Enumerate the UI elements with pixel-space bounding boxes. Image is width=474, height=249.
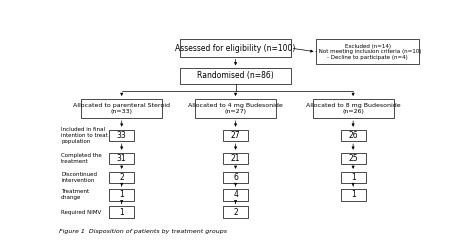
FancyBboxPatch shape — [316, 40, 419, 64]
Text: Randomised (n=86): Randomised (n=86) — [197, 71, 274, 80]
Text: Excluded (n=14)
- Not meeting inclusion criteria (n=10)
- Decline to participate: Excluded (n=14) - Not meeting inclusion … — [315, 44, 421, 60]
FancyBboxPatch shape — [109, 153, 134, 164]
Text: Completed the
treatment: Completed the treatment — [61, 153, 102, 164]
Text: Treatment
change: Treatment change — [61, 189, 89, 200]
Text: 2: 2 — [233, 207, 238, 217]
FancyBboxPatch shape — [341, 153, 365, 164]
Text: 1: 1 — [119, 190, 124, 199]
FancyBboxPatch shape — [181, 40, 291, 57]
Text: Allocated to parenteral Steroid
(n=33): Allocated to parenteral Steroid (n=33) — [73, 103, 170, 114]
FancyBboxPatch shape — [82, 99, 162, 118]
Text: Figure 1  Disposition of patients by treatment groups: Figure 1 Disposition of patients by trea… — [59, 229, 227, 234]
Text: 27: 27 — [231, 131, 240, 140]
Text: 1: 1 — [351, 190, 356, 199]
Text: 33: 33 — [117, 131, 127, 140]
FancyBboxPatch shape — [223, 172, 248, 183]
Text: 1: 1 — [119, 207, 124, 217]
FancyBboxPatch shape — [341, 189, 365, 200]
Text: Allocated to 8 mg Budesonide
(n=26): Allocated to 8 mg Budesonide (n=26) — [306, 103, 401, 114]
Text: 26: 26 — [348, 131, 358, 140]
Text: Allocated to 4 mg Budesonide
(n=27): Allocated to 4 mg Budesonide (n=27) — [188, 103, 283, 114]
Text: 31: 31 — [117, 154, 127, 163]
FancyBboxPatch shape — [223, 153, 248, 164]
FancyBboxPatch shape — [223, 129, 248, 141]
FancyBboxPatch shape — [109, 206, 134, 218]
FancyBboxPatch shape — [195, 99, 276, 118]
FancyBboxPatch shape — [109, 189, 134, 200]
FancyBboxPatch shape — [341, 129, 365, 141]
FancyBboxPatch shape — [223, 206, 248, 218]
FancyBboxPatch shape — [109, 172, 134, 183]
Text: Assessed for eligibility (n=100): Assessed for eligibility (n=100) — [175, 44, 296, 53]
Text: 25: 25 — [348, 154, 358, 163]
Text: Required NIMV: Required NIMV — [61, 209, 101, 215]
Text: Included in final
intention to treat
population: Included in final intention to treat pop… — [61, 127, 108, 144]
Text: 4: 4 — [233, 190, 238, 199]
Text: 1: 1 — [351, 173, 356, 182]
Text: 2: 2 — [119, 173, 124, 182]
FancyBboxPatch shape — [109, 129, 134, 141]
Text: 21: 21 — [231, 154, 240, 163]
FancyBboxPatch shape — [181, 68, 291, 84]
Text: 6: 6 — [233, 173, 238, 182]
FancyBboxPatch shape — [313, 99, 393, 118]
Text: Discontinued
intervention: Discontinued intervention — [61, 172, 97, 183]
FancyBboxPatch shape — [341, 172, 365, 183]
FancyBboxPatch shape — [223, 189, 248, 200]
